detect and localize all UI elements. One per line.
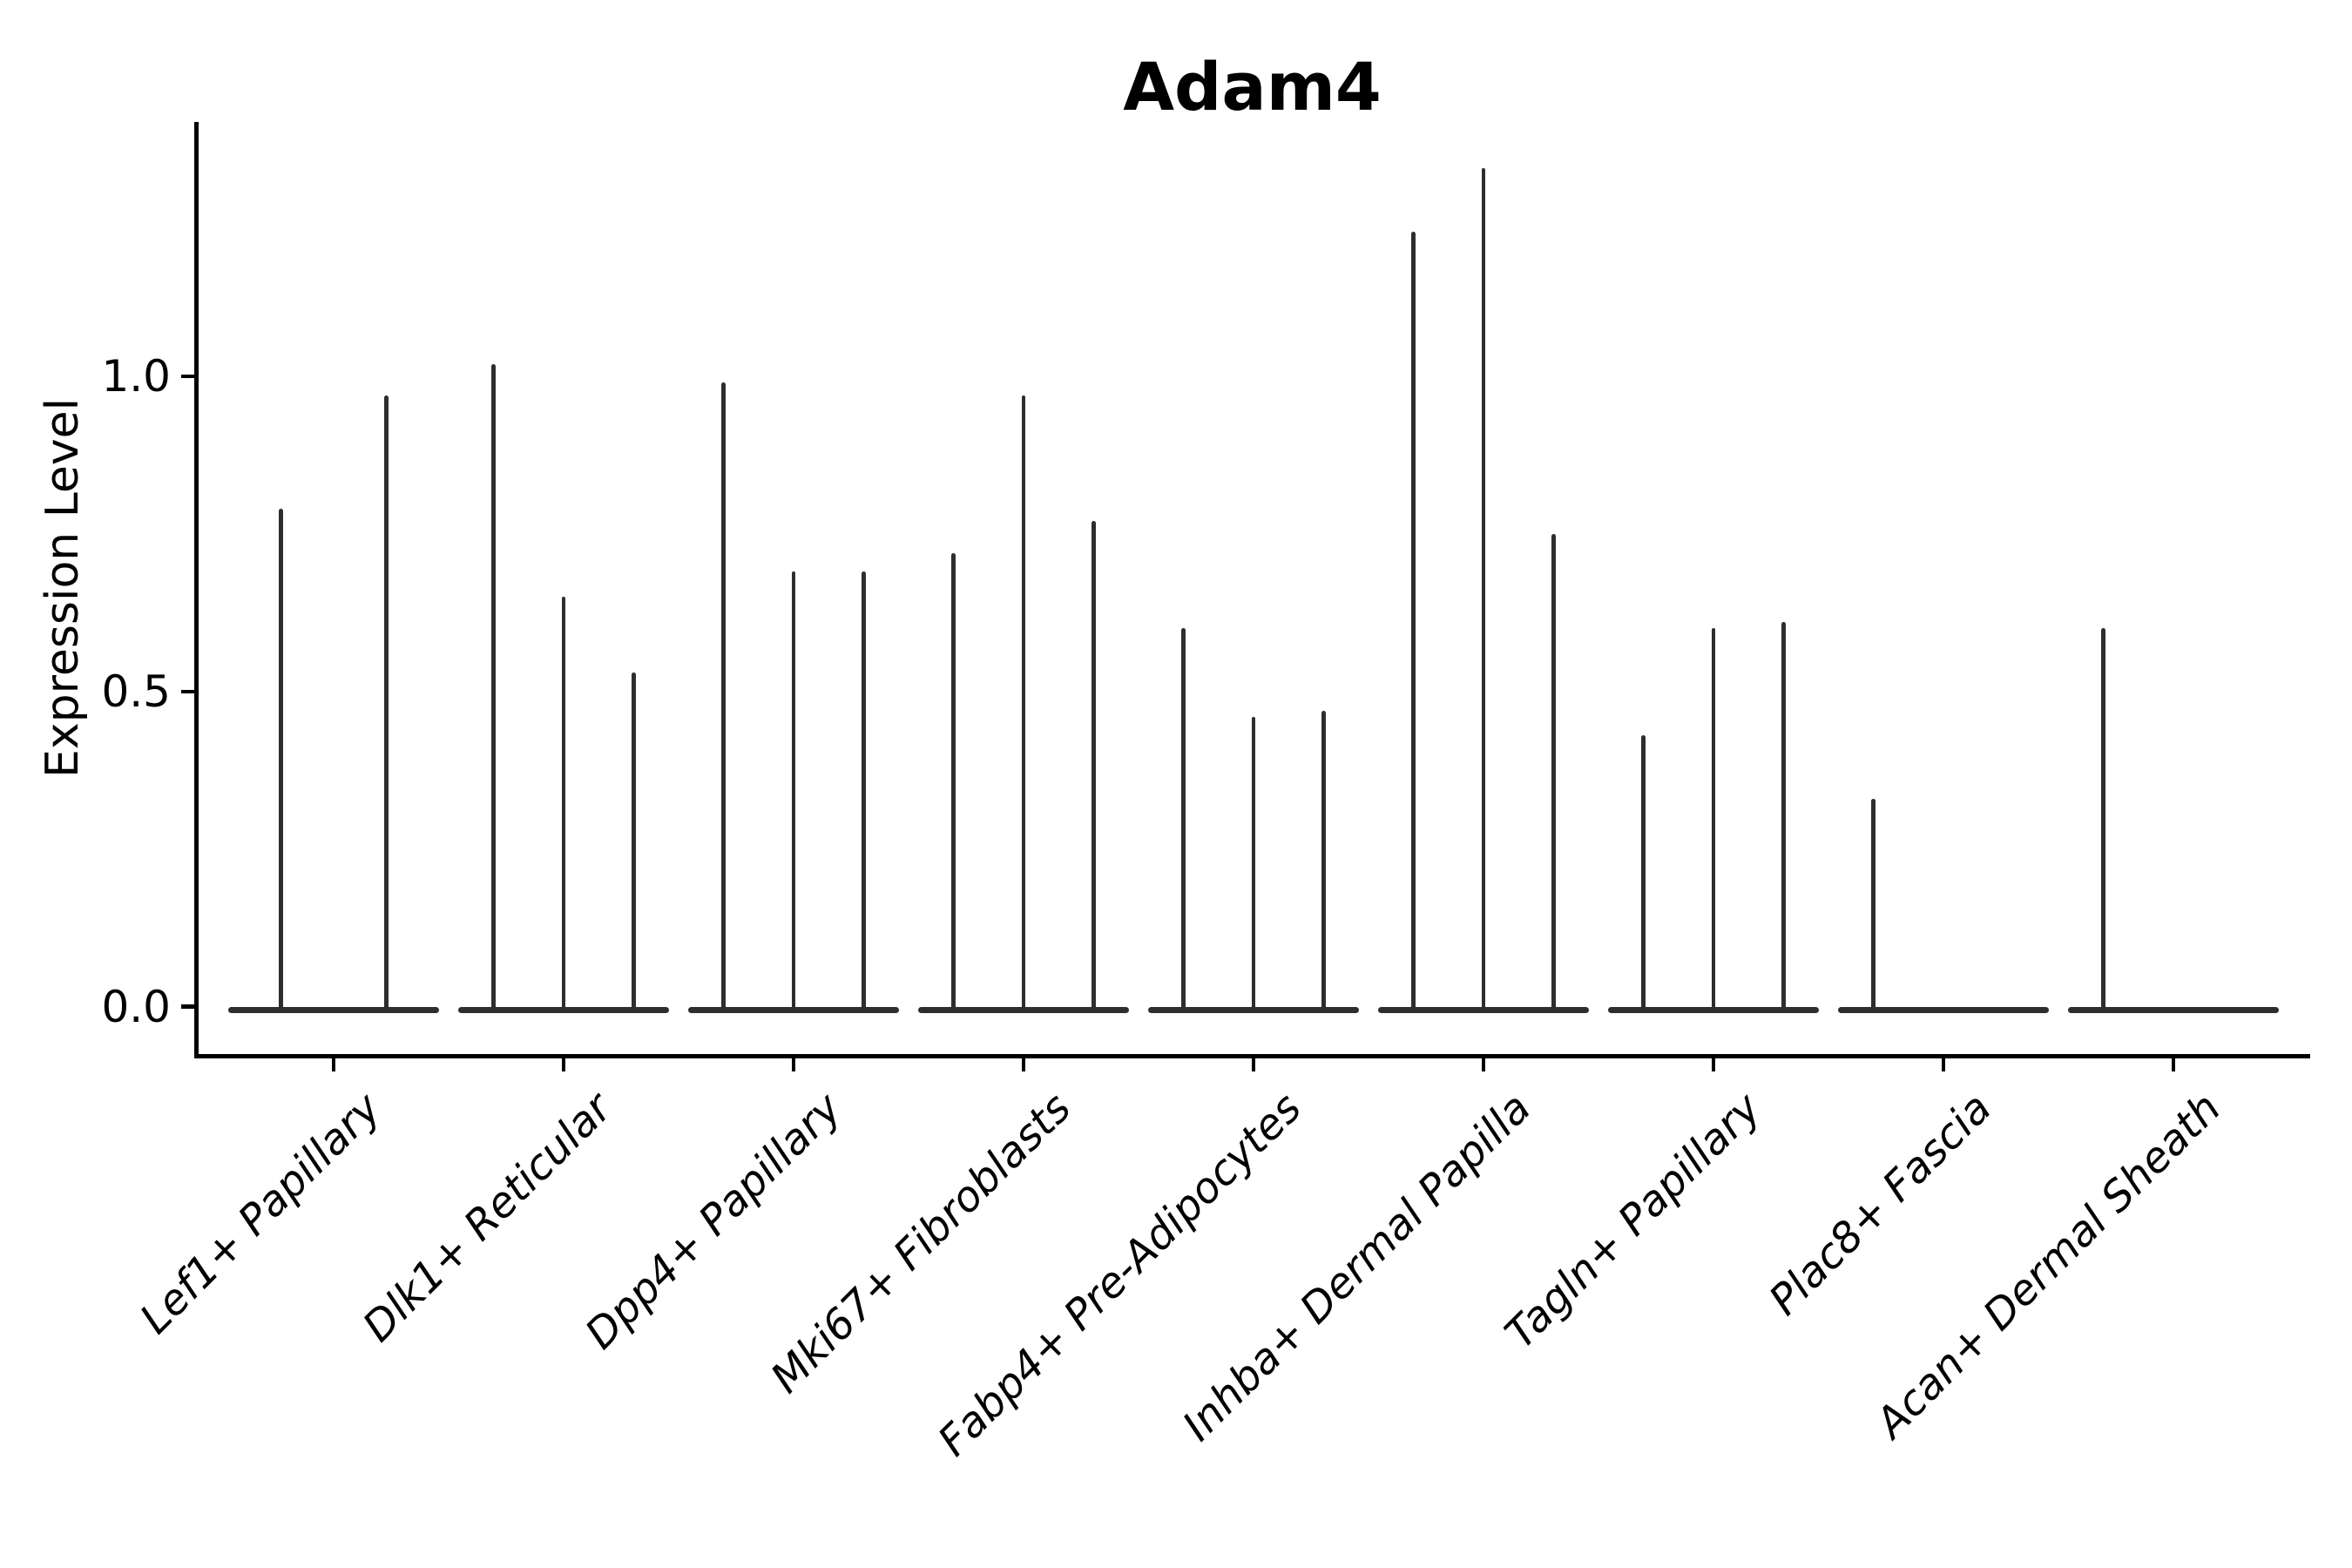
violin-spike — [862, 571, 866, 1013]
x-tick-label: Fabp4+ Pre-Adipocytes — [929, 1084, 1311, 1466]
x-tick-mark — [1941, 1058, 1946, 1071]
x-tick-label: Dpp4+ Papillary — [576, 1084, 851, 1359]
violin-baseline — [2068, 1006, 2279, 1013]
y-tick-label: 0.0 — [101, 981, 171, 1032]
x-tick-label: Plac8+ Fascia — [1759, 1084, 2001, 1325]
y-tick-mark — [181, 374, 194, 379]
violin-spike — [1781, 622, 1786, 1013]
x-tick-mark — [1481, 1058, 1486, 1071]
x-tick-label: Lef1+ Papillary — [131, 1084, 391, 1344]
x-tick-label: Dlk1+ Reticular — [353, 1084, 621, 1352]
violin-spike — [1092, 521, 1096, 1013]
violin-spike — [721, 382, 726, 1013]
x-tick-mark — [1251, 1058, 1256, 1071]
x-tick-mark — [2171, 1058, 2176, 1071]
y-axis-label: Expression Level — [37, 397, 89, 779]
violin-spike — [384, 395, 389, 1013]
violin-spike — [1711, 628, 1716, 1013]
violin-spike — [1641, 735, 1646, 1013]
y-tick-mark — [181, 689, 194, 694]
violin-spike — [1871, 798, 1876, 1013]
violin-spike — [2101, 628, 2105, 1013]
x-tick-mark — [331, 1058, 336, 1071]
violin-spike — [632, 672, 636, 1013]
violin-spike — [1321, 710, 1326, 1013]
violin-spike — [1551, 533, 1556, 1013]
violin-spike — [791, 571, 796, 1013]
y-tick-label: 0.5 — [101, 666, 171, 717]
violin-baseline — [1838, 1006, 2049, 1013]
violin-spike — [1181, 628, 1186, 1013]
chart-title: Adam4 — [1123, 48, 1382, 125]
y-tick-label: 1.0 — [101, 351, 171, 402]
x-tick-mark — [1711, 1058, 1716, 1071]
y-axis-spine — [194, 122, 199, 1058]
x-tick-mark — [791, 1058, 796, 1071]
y-tick-mark — [181, 1004, 194, 1009]
x-tick-label: Tagln+ Papillary — [1496, 1084, 1771, 1359]
violin-spike — [1251, 716, 1256, 1013]
violin-baseline — [228, 1006, 439, 1013]
x-tick-mark — [561, 1058, 566, 1071]
violin-spike — [491, 363, 496, 1013]
violin-spike — [279, 509, 283, 1013]
violin-spike — [951, 552, 956, 1013]
x-tick-mark — [1021, 1058, 1026, 1071]
violin-spike — [561, 597, 566, 1013]
violin-spike — [1411, 231, 1416, 1013]
x-axis-spine — [194, 1054, 2310, 1058]
violin-spike — [1481, 168, 1486, 1013]
violin-spike — [1021, 395, 1026, 1013]
